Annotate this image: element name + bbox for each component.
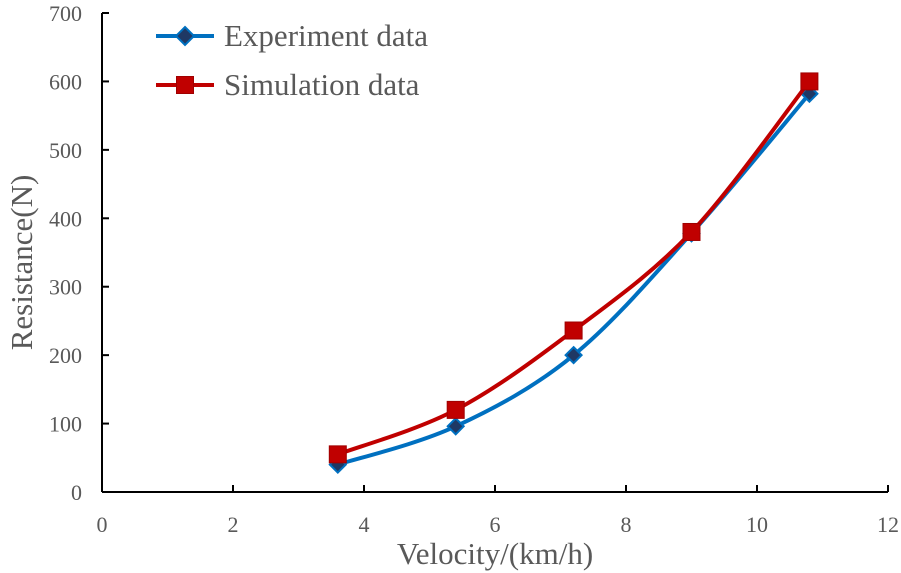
y-ticks-layer: 0 100 200 300 400 500 600 700 [49,1,109,505]
data-point [564,345,584,365]
x-axis-title: Velocity/(km/h) [397,536,593,571]
legend-item: Simulation data [156,67,420,102]
series-layer [328,72,819,475]
series-experiment [328,84,819,475]
x-tick-label: 2 [228,512,239,537]
data-point [564,321,583,340]
data-point [800,72,819,91]
data-point [328,445,347,464]
legend: Experiment data Simulation data [156,18,428,102]
legend-label: Experiment data [224,18,428,53]
legend-label: Simulation data [224,67,420,102]
axes-layer [101,13,888,493]
y-tick-label: 700 [49,1,82,26]
y-tick-label: 300 [49,275,82,300]
legend-swatch-marker [176,76,194,94]
y-tick-label: 0 [71,480,82,505]
x-tick-label: 8 [621,512,632,537]
y-tick-label: 100 [49,412,82,437]
legend-swatch-marker [174,25,196,47]
data-point [682,222,701,241]
data-point [446,416,466,436]
y-tick-label: 500 [49,138,82,163]
x-tick-label: 6 [490,512,501,537]
x-tick-label: 10 [746,512,768,537]
series-line [335,79,812,457]
y-tick-label: 400 [49,206,82,231]
y-tick-label: 600 [49,69,82,94]
x-tick-label: 0 [97,512,108,537]
x-tick-label: 12 [877,512,899,537]
data-point [446,400,465,419]
y-axis-title: Resistance(N) [4,175,39,351]
legend-item: Experiment data [156,18,428,53]
series-simulation [328,72,819,464]
series-line [335,91,812,467]
x-tick-label: 4 [359,512,370,537]
y-tick-label: 200 [49,343,82,368]
x-ticks-layer: 0 2 4 6 8 10 12 [97,485,899,537]
